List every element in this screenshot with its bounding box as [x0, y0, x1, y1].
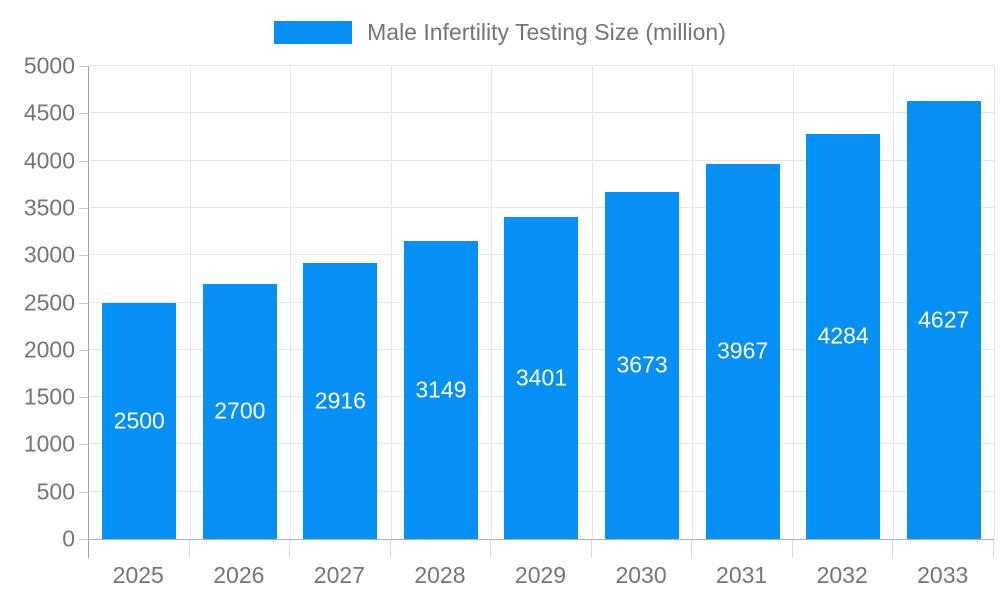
bar-2027: 2916 [303, 263, 378, 539]
y-axis-tick-label: 4500 [23, 99, 75, 126]
bar-2032: 4284 [806, 133, 881, 539]
x-axis-tick-mark [490, 540, 492, 558]
y-axis-tick-mark [79, 66, 88, 67]
x-axis-tick-mark [791, 540, 793, 558]
y-axis-tick-label: 5000 [23, 52, 75, 79]
bar-value-label: 3149 [415, 376, 467, 403]
y-axis-tick-label: 4000 [23, 147, 75, 174]
gridline-vertical [591, 66, 593, 539]
x-axis-tick-mark [590, 540, 592, 558]
y-axis-tick-label: 1000 [23, 430, 75, 457]
y-axis-tick-mark [79, 349, 88, 351]
bar-2030: 3673 [605, 191, 680, 539]
plot-area: 2500 2700 2916 3149 3401 3673 3967 4284 4627 [88, 65, 995, 540]
y-axis-tick-mark [79, 397, 88, 399]
bar-2033: 4627 [906, 101, 981, 539]
y-axis-tick-mark [79, 160, 88, 162]
y-axis-tick-label: 3500 [23, 194, 75, 221]
y-axis-tick-mark [79, 207, 88, 209]
x-axis-tick-label: 2029 [514, 562, 567, 588]
bar-value-label: 4284 [817, 322, 869, 349]
bar-value-label: 3401 [515, 364, 568, 391]
bar-value-label: 3967 [717, 337, 769, 364]
bar-2029: 3401 [504, 217, 579, 539]
x-axis-tick-mark [691, 540, 693, 558]
legend-swatch-icon [274, 20, 353, 44]
gridline-vertical [290, 66, 292, 539]
x-axis-tick-label: 2033 [917, 562, 969, 588]
gridline-vertical [189, 66, 191, 539]
bar-2031: 3967 [705, 163, 780, 539]
bar-2025: 2500 [102, 302, 177, 539]
bar-value-label: 2700 [214, 397, 266, 424]
y-axis-tick-label: 1500 [23, 383, 75, 410]
bar-2028: 3149 [403, 241, 478, 539]
x-axis-tick-label: 2032 [816, 562, 868, 588]
x-axis-tick-mark [389, 540, 391, 558]
y-axis-tick-mark [79, 444, 88, 446]
y-axis-tick-mark [79, 539, 88, 540]
x-axis-tick-mark [289, 540, 291, 558]
x-axis-tick-label: 2031 [716, 562, 768, 588]
y-axis-tick-mark [79, 113, 88, 115]
y-axis-tick-label: 2500 [23, 289, 75, 315]
y-axis-tick-label: 500 [36, 478, 75, 505]
bar-2026: 2700 [202, 283, 277, 539]
x-axis-tick-mark [188, 540, 190, 558]
gridline-horizontal [89, 159, 994, 161]
x-axis-tick-label: 2025 [112, 562, 164, 588]
gridline-horizontal [89, 206, 994, 208]
x-axis-tick-mark [892, 540, 894, 558]
y-axis-tick-mark [79, 491, 88, 493]
bar-value-label: 2500 [113, 407, 165, 434]
gridline-vertical [994, 66, 995, 539]
gridline-vertical [491, 66, 493, 539]
y-axis-tick-mark [79, 255, 88, 257]
gridline-vertical [390, 66, 392, 539]
x-axis-tick-label: 2026 [213, 562, 265, 588]
legend-label: Male Infertility Testing Size (million) [367, 18, 726, 45]
gridline-horizontal [89, 65, 994, 66]
x-axis-tick-mark [88, 540, 89, 558]
x-axis-tick-label: 2030 [615, 562, 667, 588]
y-axis-tick-label: 2000 [23, 336, 75, 363]
gridline-vertical [893, 66, 895, 539]
gridline-vertical [692, 66, 694, 539]
y-axis-tick-label: 3000 [23, 241, 75, 268]
gridline-horizontal [89, 112, 994, 114]
bar-value-label: 4627 [918, 306, 970, 333]
x-axis-tick-label: 2027 [313, 562, 365, 588]
x-axis-tick-mark [993, 540, 994, 558]
y-axis-tick-mark [79, 302, 88, 304]
bar-value-label: 2916 [314, 387, 366, 414]
gridline-vertical [792, 66, 794, 539]
chart-legend[interactable]: Male Infertility Testing Size (million) [0, 18, 1000, 46]
bar-value-label: 3673 [616, 351, 668, 378]
x-axis-tick-label: 2028 [414, 562, 466, 588]
y-axis-tick-label: 0 [62, 525, 75, 552]
